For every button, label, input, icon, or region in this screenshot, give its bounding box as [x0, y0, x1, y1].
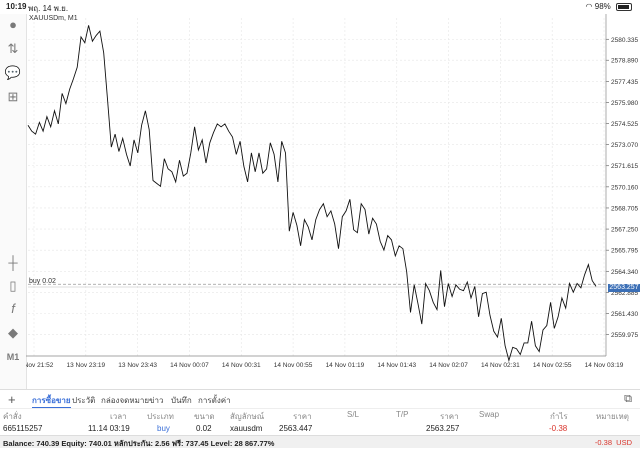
- status-date: พฤ. 14 พ.ย.: [28, 4, 69, 13]
- tab-mailbox[interactable]: กล่องจดหมาย: [101, 396, 150, 405]
- row-order: 665115257: [3, 424, 43, 433]
- y-tick-label: 2568.705: [611, 205, 638, 212]
- col-time: เวลา: [110, 412, 127, 421]
- x-tick-label: 14 Nov 02:31: [481, 362, 520, 369]
- col-size: ขนาด: [194, 412, 215, 421]
- y-tick-label: 2577.435: [611, 79, 638, 86]
- y-tick-label: 2578.890: [611, 58, 638, 65]
- tab-history[interactable]: ประวัติ: [72, 396, 96, 405]
- row-time: 11.14 03:19: [88, 424, 130, 433]
- price-series-line: [27, 25, 597, 363]
- y-tick-label: 2580.335: [611, 37, 638, 44]
- price-chart[interactable]: 13 Nov 21:52 13 Nov 23:19 13 Nov 23:43 14 N…: [26, 14, 640, 389]
- x-tick-label: 14 Nov 01:19: [326, 362, 365, 369]
- status-bar: 10:19 พฤ. 14 พ.ย. ◠ 98%: [0, 0, 640, 14]
- row-price: 2563.447: [279, 424, 313, 433]
- left-toolbar: ● ⇅ 💬 ⊞ ┼ ▯ f ◆ M1: [0, 14, 27, 389]
- add-icon[interactable]: +: [8, 392, 16, 407]
- account-icon[interactable]: ●: [9, 17, 17, 32]
- y-tick-label: 2571.615: [611, 163, 638, 170]
- balance-bar: Balance: 740.39 Equity: 740.01 หลักประกั…: [0, 435, 640, 448]
- col-profit: กำไร: [550, 412, 568, 421]
- battery-icon: [616, 2, 632, 11]
- trade-icon[interactable]: ⇅: [7, 41, 19, 56]
- tab-bar: + การซื้อขาย ประวัติ กล่องจดหมาย ข่าว บั…: [0, 389, 640, 409]
- table-header: คำสั่ง เวลา ประเภท ขนาด สัญลักษณ์ ราคา S…: [0, 407, 640, 421]
- col-comment: หมายเหตุ: [596, 412, 629, 421]
- col-symbol: สัญลักษณ์: [230, 412, 265, 421]
- y-tick-label: 2565.795: [611, 248, 638, 255]
- tab-news[interactable]: ข่าว: [149, 396, 164, 405]
- x-tick-label: 14 Nov 00:07: [170, 362, 209, 369]
- x-tick-label: 13 Nov 23:19: [66, 362, 105, 369]
- y-tick-label: 2561.430: [611, 311, 638, 318]
- y-tick-label: 2564.340: [611, 269, 638, 276]
- status-time: 10:19: [6, 2, 27, 11]
- x-tick-label: 14 Nov 02:55: [533, 362, 572, 369]
- tab-trade[interactable]: การซื้อขาย: [32, 394, 71, 408]
- x-tick-label: 14 Nov 02:07: [429, 362, 468, 369]
- y-tick-label: 2567.250: [611, 227, 638, 234]
- x-tick-label: 14 Nov 03:19: [585, 362, 624, 369]
- table-row[interactable]: 665115257 11.14 03:19 buy 0.02 xauusdm 2…: [0, 421, 640, 435]
- col-sl: S/L: [347, 410, 360, 419]
- wifi-icon: ◠: [585, 2, 593, 11]
- balance-profit: -0.38: [594, 438, 612, 447]
- col-swap: Swap: [479, 410, 500, 419]
- row-profit: -0.38: [549, 424, 568, 433]
- col-tp: T/P: [396, 410, 409, 419]
- balance-text: Balance: 740.39 Equity: 740.01 หลักประกั…: [3, 439, 275, 448]
- objects-icon[interactable]: ◆: [8, 325, 18, 340]
- buy-position-label: buy 0.02: [29, 278, 56, 285]
- new-order-icon[interactable]: ⊞: [7, 89, 19, 104]
- row-current-price: 2563.257: [426, 424, 460, 433]
- row-type: buy: [157, 424, 170, 433]
- current-price-tag: 2563.257: [608, 284, 640, 292]
- crosshair-icon[interactable]: ┼: [8, 255, 18, 270]
- row-symbol: xauusdm: [230, 424, 263, 433]
- y-tick-label: 2573.070: [611, 142, 638, 149]
- col-type: ประเภท: [147, 412, 174, 421]
- indicators-icon[interactable]: f: [11, 301, 15, 316]
- x-tick-label: 13 Nov 21:52: [26, 362, 54, 369]
- chart-symbol-label: XAUUSDm, M1: [29, 15, 78, 22]
- y-tick-label: 2570.160: [611, 184, 638, 191]
- x-tick-label: 14 Nov 01:43: [377, 362, 416, 369]
- row-size: 0.02: [196, 424, 212, 433]
- chart-type-icon[interactable]: ▯: [9, 278, 17, 293]
- x-tick-label: 14 Nov 00:31: [222, 362, 261, 369]
- y-tick-label: 2574.525: [611, 121, 638, 128]
- tab-settings[interactable]: การตั้งค่า: [198, 396, 231, 405]
- col-current-price: ราคา: [440, 412, 459, 421]
- timeframe-button[interactable]: M1: [6, 352, 20, 362]
- col-order: คำสั่ง: [3, 412, 22, 421]
- tab-journal[interactable]: บันทึก: [171, 396, 192, 405]
- y-tick-label: 2559.975: [611, 332, 638, 339]
- chat-icon[interactable]: 💬: [4, 65, 22, 80]
- y-tick-label: 2562.885: [611, 290, 638, 297]
- y-tick-label: 2575.980: [611, 100, 638, 107]
- x-tick-label: 14 Nov 00:55: [274, 362, 313, 369]
- chart-area[interactable]: 13 Nov 21:52 13 Nov 23:19 13 Nov 23:43 14 N…: [26, 14, 640, 389]
- balance-currency: USD: [616, 438, 632, 447]
- battery-percent: 98%: [594, 2, 611, 11]
- x-tick-label: 13 Nov 23:43: [118, 362, 157, 369]
- col-price: ราคา: [293, 412, 312, 421]
- status-right: ◠ 98%: [586, 2, 632, 11]
- window-icon[interactable]: ⧉: [624, 393, 632, 405]
